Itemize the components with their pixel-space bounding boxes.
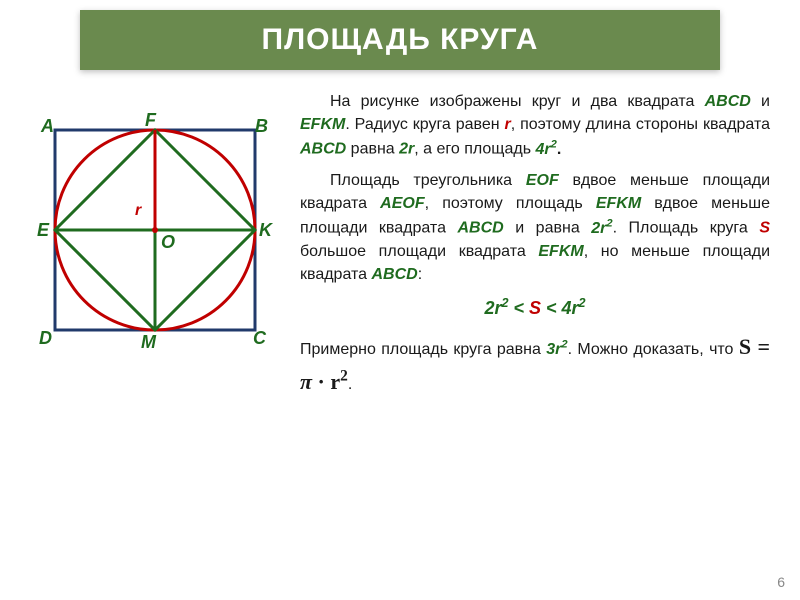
efkm2: EFKM (596, 195, 641, 212)
body-text: На рисунке изображены круг и два квадрат… (300, 90, 770, 408)
cdot: · (312, 369, 330, 394)
label-f: F (145, 110, 156, 131)
il: 2r (484, 298, 501, 318)
efkm3: EFKM (538, 243, 583, 260)
t: большое площади квадрата (300, 243, 538, 260)
fr: r (330, 369, 340, 394)
diagram-svg (35, 110, 275, 350)
aeof: AEOF (380, 195, 424, 212)
three-r2: 3r (546, 341, 561, 358)
dot: . (557, 141, 561, 158)
label-a: A (41, 116, 54, 137)
t: и равна (504, 220, 592, 237)
t: . Радиус круга равен (345, 116, 504, 133)
diagram: A F B E K D M C O r (35, 110, 275, 355)
paragraph-2: Площадь треугольника EOF вдвое меньше пл… (300, 169, 770, 286)
paragraph-1: На рисунке изображены круг и два квадрат… (300, 90, 770, 161)
im: S (529, 298, 541, 318)
page-title: ПЛОЩАДЬ КРУГА (262, 23, 539, 57)
label-e: E (37, 220, 49, 241)
eof: EOF (526, 172, 559, 189)
inequality: 2r2 < S < 4r2 (300, 294, 770, 321)
t: Площадь треугольника (330, 172, 526, 189)
page-number: 6 (777, 574, 785, 590)
sq6: 2 (340, 368, 348, 385)
t: , поэтому площадь (425, 195, 596, 212)
t: , поэтому длина стороны квадрата (511, 116, 770, 133)
t: и (751, 93, 770, 110)
pi: π (300, 369, 312, 394)
efkm: EFKM (300, 116, 345, 133)
abcd2: ABCD (300, 141, 346, 158)
t: равна (346, 141, 399, 158)
colon: : (418, 266, 422, 283)
t: , а его площадь (414, 141, 535, 158)
paragraph-final: Примерно площадь круга равна 3r 2 . Можно … (300, 329, 770, 399)
label-b: B (255, 116, 268, 137)
dot2: . (348, 376, 352, 393)
t: . Площадь круга (613, 220, 760, 237)
title-bar: ПЛОЩАДЬ КРУГА (80, 10, 720, 70)
ir: 4r (562, 298, 579, 318)
t: Примерно площадь круга равна (300, 341, 546, 358)
center-dot (152, 227, 158, 233)
label-c: C (253, 328, 266, 349)
abcd3: ABCD (458, 220, 504, 237)
label-k: K (259, 220, 272, 241)
sq4: 2 (579, 296, 586, 310)
two-r: 2r (399, 141, 414, 158)
abcd4: ABCD (372, 266, 418, 283)
four-r2: 4r (535, 141, 550, 158)
s: S (759, 220, 770, 237)
t: . Можно доказать, что (568, 341, 739, 358)
t: На рисунке изображены круг и два квадрат… (330, 93, 705, 110)
label-r: r (135, 202, 141, 220)
label-m: M (141, 332, 156, 353)
lt1: < (508, 298, 529, 318)
label-o: O (161, 232, 175, 253)
lt2: < (541, 298, 562, 318)
fS: S = (739, 334, 770, 359)
abcd: ABCD (705, 93, 751, 110)
two-r2: 2r (591, 220, 606, 237)
label-d: D (39, 328, 52, 349)
